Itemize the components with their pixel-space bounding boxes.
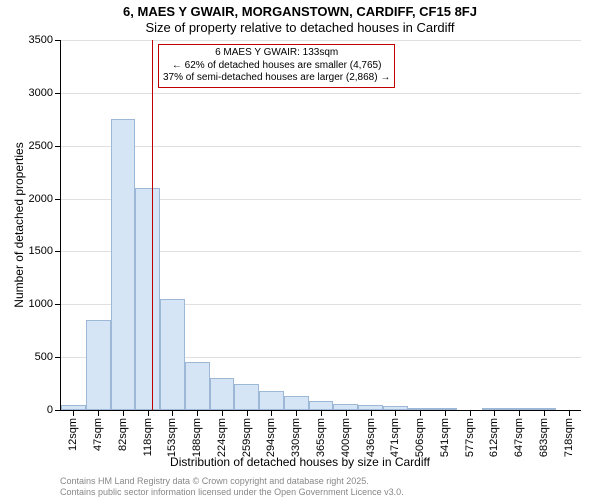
x-tick (172, 410, 173, 416)
annotation-title: 6 MAES Y GWAIR: 133sqm (163, 47, 390, 60)
y-tick-label: 3500 (29, 34, 53, 46)
x-tick (494, 410, 495, 416)
y-tick (55, 199, 61, 200)
x-tick (569, 410, 570, 416)
x-tick-label: 47sqm (92, 418, 104, 451)
x-tick (271, 410, 272, 416)
x-tick-label: 436sqm (365, 418, 377, 457)
x-tick-label: 188sqm (191, 418, 203, 457)
x-tick-label: 683sqm (538, 418, 550, 457)
histogram-bar (185, 362, 210, 410)
gridline (61, 146, 581, 147)
x-tick-label: 294sqm (265, 418, 277, 457)
histogram-bar (160, 299, 185, 410)
histogram-bar (111, 119, 136, 410)
x-tick (519, 410, 520, 416)
x-tick-label: 224sqm (216, 418, 228, 457)
y-tick (55, 251, 61, 252)
x-tick-label: 577sqm (464, 418, 476, 457)
y-tick (55, 304, 61, 305)
y-tick-label: 1500 (29, 245, 53, 257)
x-tick-label: 612sqm (488, 418, 500, 457)
x-tick (445, 410, 446, 416)
x-tick (98, 410, 99, 416)
x-tick (73, 410, 74, 416)
x-tick-label: 153sqm (166, 418, 178, 457)
annotation-box: 6 MAES Y GWAIR: 133sqm← 62% of detached … (158, 44, 395, 88)
y-tick-label: 2500 (29, 140, 53, 152)
x-tick (371, 410, 372, 416)
x-tick-label: 541sqm (439, 418, 451, 457)
x-tick-label: 12sqm (67, 418, 79, 451)
chart-title-line2: Size of property relative to detached ho… (0, 20, 600, 35)
y-tick-label: 2000 (29, 193, 53, 205)
y-tick (55, 357, 61, 358)
histogram-bar (86, 320, 111, 410)
gridline (61, 40, 581, 41)
x-tick (247, 410, 248, 416)
marker-line (152, 40, 153, 410)
x-tick-label: 506sqm (414, 418, 426, 457)
y-tick (55, 410, 61, 411)
y-tick (55, 40, 61, 41)
y-tick-label: 1000 (29, 298, 53, 310)
x-tick (544, 410, 545, 416)
histogram-bar (135, 188, 160, 410)
x-tick (197, 410, 198, 416)
x-tick (148, 410, 149, 416)
annotation-line3: 37% of semi-detached houses are larger (… (163, 72, 390, 85)
x-tick (321, 410, 322, 416)
y-tick-label: 500 (35, 351, 53, 363)
histogram-bar (234, 384, 259, 410)
x-tick (420, 410, 421, 416)
x-tick-label: 259sqm (241, 418, 253, 457)
x-tick-label: 647sqm (513, 418, 525, 457)
attribution-line2: Contains public sector information licen… (60, 487, 404, 498)
x-tick-label: 471sqm (389, 418, 401, 457)
x-tick-label: 365sqm (315, 418, 327, 457)
histogram-bar (259, 391, 284, 410)
x-tick (222, 410, 223, 416)
y-axis-label: Number of detached properties (12, 142, 26, 307)
x-axis-label: Distribution of detached houses by size … (0, 455, 600, 469)
x-tick-label: 82sqm (117, 418, 129, 451)
y-tick (55, 146, 61, 147)
x-tick-label: 400sqm (340, 418, 352, 457)
y-tick-label: 0 (47, 404, 53, 416)
x-tick (296, 410, 297, 416)
y-tick-label: 3000 (29, 87, 53, 99)
x-tick (395, 410, 396, 416)
x-tick (470, 410, 471, 416)
attribution-line1: Contains HM Land Registry data © Crown c… (60, 476, 404, 487)
histogram-bar (210, 378, 235, 410)
gridline (61, 93, 581, 94)
x-tick-label: 118sqm (142, 418, 154, 456)
x-tick-label: 330sqm (290, 418, 302, 457)
chart-title-line1: 6, MAES Y GWAIR, MORGANSTOWN, CARDIFF, C… (0, 4, 600, 19)
plot-area: 050010001500200025003000350012sqm47sqm82… (60, 40, 581, 411)
chart-container: 6, MAES Y GWAIR, MORGANSTOWN, CARDIFF, C… (0, 0, 600, 500)
x-tick (346, 410, 347, 416)
histogram-bar (284, 396, 309, 410)
attribution-text: Contains HM Land Registry data © Crown c… (60, 476, 404, 498)
annotation-line2: ← 62% of detached houses are smaller (4,… (163, 60, 390, 73)
y-tick (55, 93, 61, 94)
histogram-bar (309, 401, 334, 411)
x-tick-label: 718sqm (563, 418, 575, 457)
x-tick (123, 410, 124, 416)
